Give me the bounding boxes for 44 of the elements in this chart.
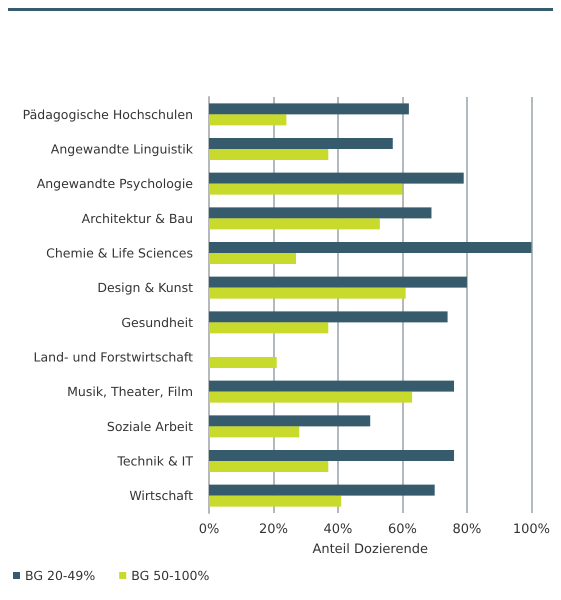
bar	[209, 253, 296, 264]
legend-label: BG 50-100%	[131, 568, 210, 583]
bar	[209, 172, 464, 184]
bar	[209, 357, 277, 368]
bar	[209, 138, 393, 149]
y-tick-label: Angewandte Linguistik	[50, 142, 194, 156]
y-tick-label: Musik, Theater, Film	[67, 384, 193, 400]
x-tick-label: 20%	[259, 522, 288, 537]
bar	[209, 415, 370, 426]
y-tick-label: Technik & IT	[116, 454, 194, 468]
y-tick-label: Soziale Arbeit	[106, 418, 194, 434]
bar	[209, 461, 328, 472]
y-tick-label: Pädagogische Hochschulen	[22, 106, 193, 122]
bar	[209, 311, 448, 322]
bar	[209, 242, 532, 253]
bar	[209, 484, 435, 496]
y-tick-label: Gesundheit	[121, 314, 194, 330]
y-tick-label: Land- und Forstwirtschaft	[34, 350, 194, 364]
y-tick-label: Angewandte Psychologie	[36, 176, 194, 192]
y-tick-label: Wirtschaft	[129, 488, 194, 504]
x-axis-title: Anteil Dozierende	[312, 542, 428, 557]
bar	[209, 392, 412, 403]
bar	[209, 496, 342, 507]
y-tick-label: Architektur & Bau	[82, 210, 193, 226]
bar	[209, 114, 286, 126]
bar	[209, 276, 467, 288]
bar	[209, 288, 406, 299]
x-tick-label: 80%	[452, 522, 482, 537]
x-tick-label: 0%	[198, 522, 220, 537]
legend-label: BG 20-49%	[25, 568, 96, 583]
x-tick-label: 100%	[512, 522, 550, 537]
y-tick-label: Chemie & Life Sciences	[46, 246, 193, 260]
x-tick-label: 40%	[324, 522, 352, 537]
bar	[209, 207, 432, 218]
bar	[209, 218, 380, 230]
x-tick-label: 60%	[388, 522, 417, 537]
bar	[209, 103, 409, 114]
bar	[209, 322, 328, 334]
bar	[209, 426, 300, 438]
bar	[209, 380, 454, 392]
bar	[209, 450, 454, 461]
bar	[209, 149, 328, 160]
bar	[209, 184, 402, 195]
y-tick-label: Design & Kunst	[97, 280, 194, 296]
